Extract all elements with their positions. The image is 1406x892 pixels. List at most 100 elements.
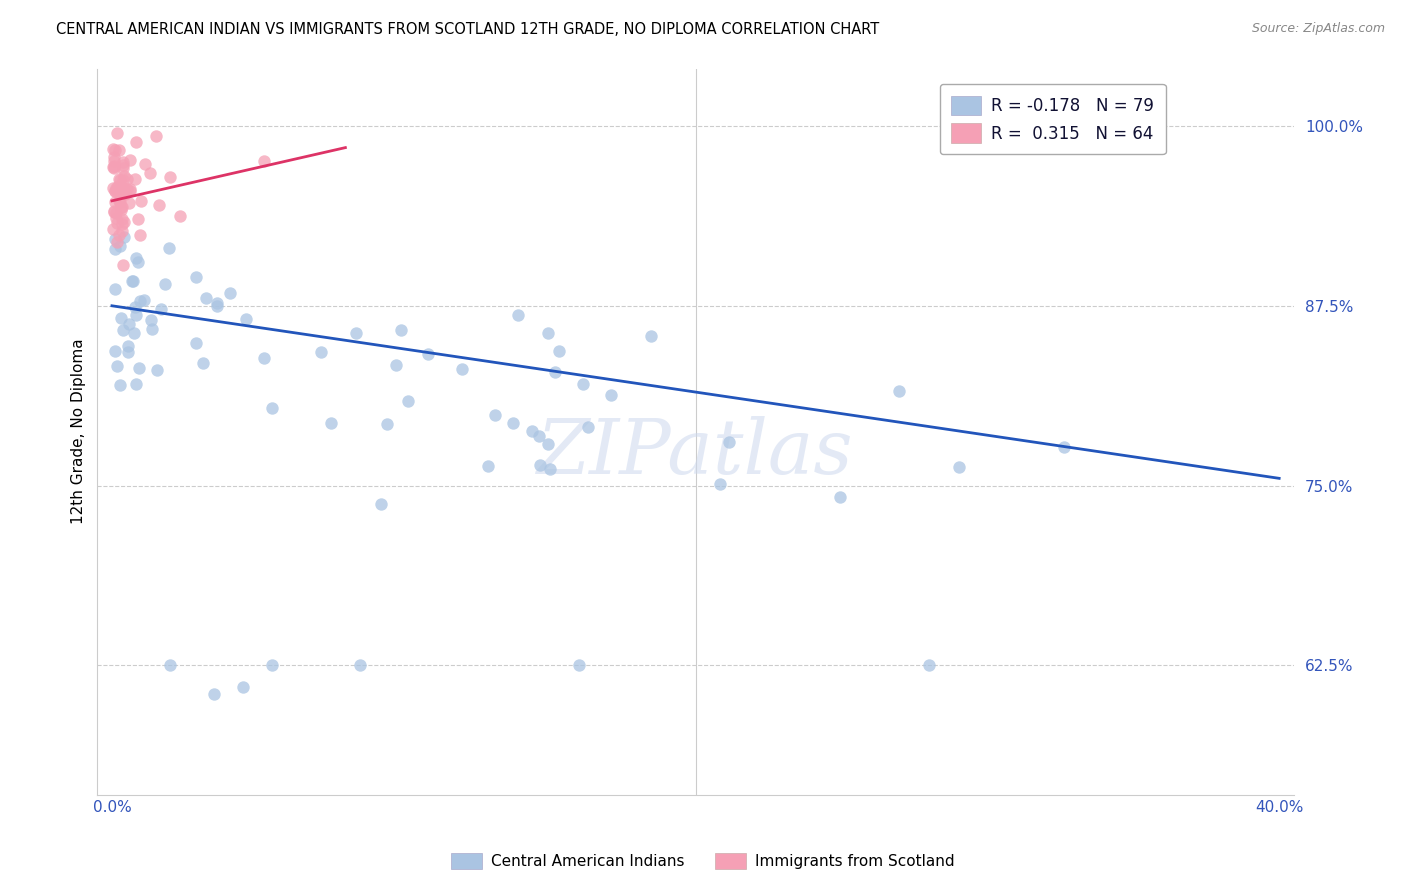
Point <box>184 336 207 351</box>
Point <box>111 224 134 238</box>
Point <box>132 293 155 307</box>
Point <box>110 200 132 214</box>
Point <box>103 159 125 173</box>
Point <box>103 205 125 219</box>
Point <box>103 154 125 169</box>
Point <box>110 311 132 326</box>
Point <box>169 209 191 223</box>
Point <box>104 143 127 157</box>
Point <box>527 428 550 442</box>
Point <box>1053 440 1076 454</box>
Legend: Central American Indians, Immigrants from Scotland: Central American Indians, Immigrants fro… <box>446 847 960 875</box>
Point <box>110 173 132 187</box>
Point <box>717 434 740 449</box>
Point <box>128 293 150 308</box>
Point <box>105 127 128 141</box>
Point <box>108 238 131 252</box>
Point <box>370 497 392 511</box>
Point <box>104 195 127 210</box>
Point <box>118 184 141 198</box>
Point <box>111 211 134 226</box>
Point <box>108 194 131 208</box>
Point <box>105 211 128 226</box>
Point <box>146 363 169 377</box>
Point <box>118 182 141 196</box>
Point <box>117 196 139 211</box>
Point <box>112 173 135 187</box>
Point <box>110 180 132 194</box>
Point <box>105 216 128 230</box>
Point <box>121 274 143 288</box>
Point <box>260 401 283 416</box>
Point <box>104 243 127 257</box>
Point <box>125 135 148 149</box>
Point <box>548 344 571 359</box>
Point <box>108 227 131 242</box>
Point <box>131 194 153 208</box>
Point <box>599 388 621 402</box>
Point <box>107 171 129 186</box>
Point <box>159 658 181 673</box>
Point <box>104 343 127 358</box>
Point <box>544 365 567 379</box>
Point <box>107 179 129 194</box>
Point <box>184 269 207 284</box>
Point <box>568 658 591 673</box>
Point <box>502 416 524 430</box>
Point <box>125 377 148 392</box>
Point <box>103 142 125 156</box>
Point <box>115 182 138 196</box>
Point <box>484 408 506 422</box>
Point <box>107 235 129 249</box>
Point <box>115 172 138 186</box>
Point <box>112 154 135 169</box>
Point <box>319 416 342 430</box>
Point <box>349 658 371 673</box>
Point <box>375 417 398 431</box>
Point <box>538 462 561 476</box>
Point <box>918 658 941 673</box>
Point <box>124 172 146 186</box>
Text: ZIPatlas: ZIPatlas <box>537 417 853 491</box>
Point <box>253 154 276 169</box>
Point <box>139 313 162 327</box>
Point <box>640 328 662 343</box>
Point <box>205 296 228 310</box>
Point <box>112 215 135 229</box>
Point <box>103 161 125 175</box>
Point <box>122 326 145 341</box>
Point <box>118 317 141 331</box>
Point <box>103 222 125 236</box>
Point <box>108 144 131 158</box>
Point <box>105 184 128 198</box>
Point <box>111 323 134 337</box>
Point <box>148 198 170 212</box>
Point <box>104 184 127 198</box>
Point <box>389 323 412 337</box>
Point <box>103 160 125 174</box>
Point <box>508 308 530 322</box>
Point <box>124 308 146 322</box>
Point <box>571 376 593 391</box>
Point <box>112 169 135 183</box>
Point <box>529 458 551 472</box>
Point <box>112 230 135 244</box>
Point <box>104 181 127 195</box>
Point <box>112 161 135 175</box>
Point <box>149 302 172 317</box>
Point <box>110 202 132 217</box>
Point <box>145 128 167 143</box>
Point <box>262 658 284 673</box>
Point <box>108 185 131 199</box>
Point <box>477 458 499 473</box>
Point <box>103 204 125 219</box>
Point <box>159 170 181 185</box>
Point <box>537 436 560 450</box>
Point <box>522 424 544 438</box>
Point <box>111 259 134 273</box>
Point <box>110 377 132 392</box>
Point <box>134 157 156 171</box>
Point <box>139 166 162 180</box>
Point <box>104 282 127 296</box>
Point <box>194 291 217 305</box>
